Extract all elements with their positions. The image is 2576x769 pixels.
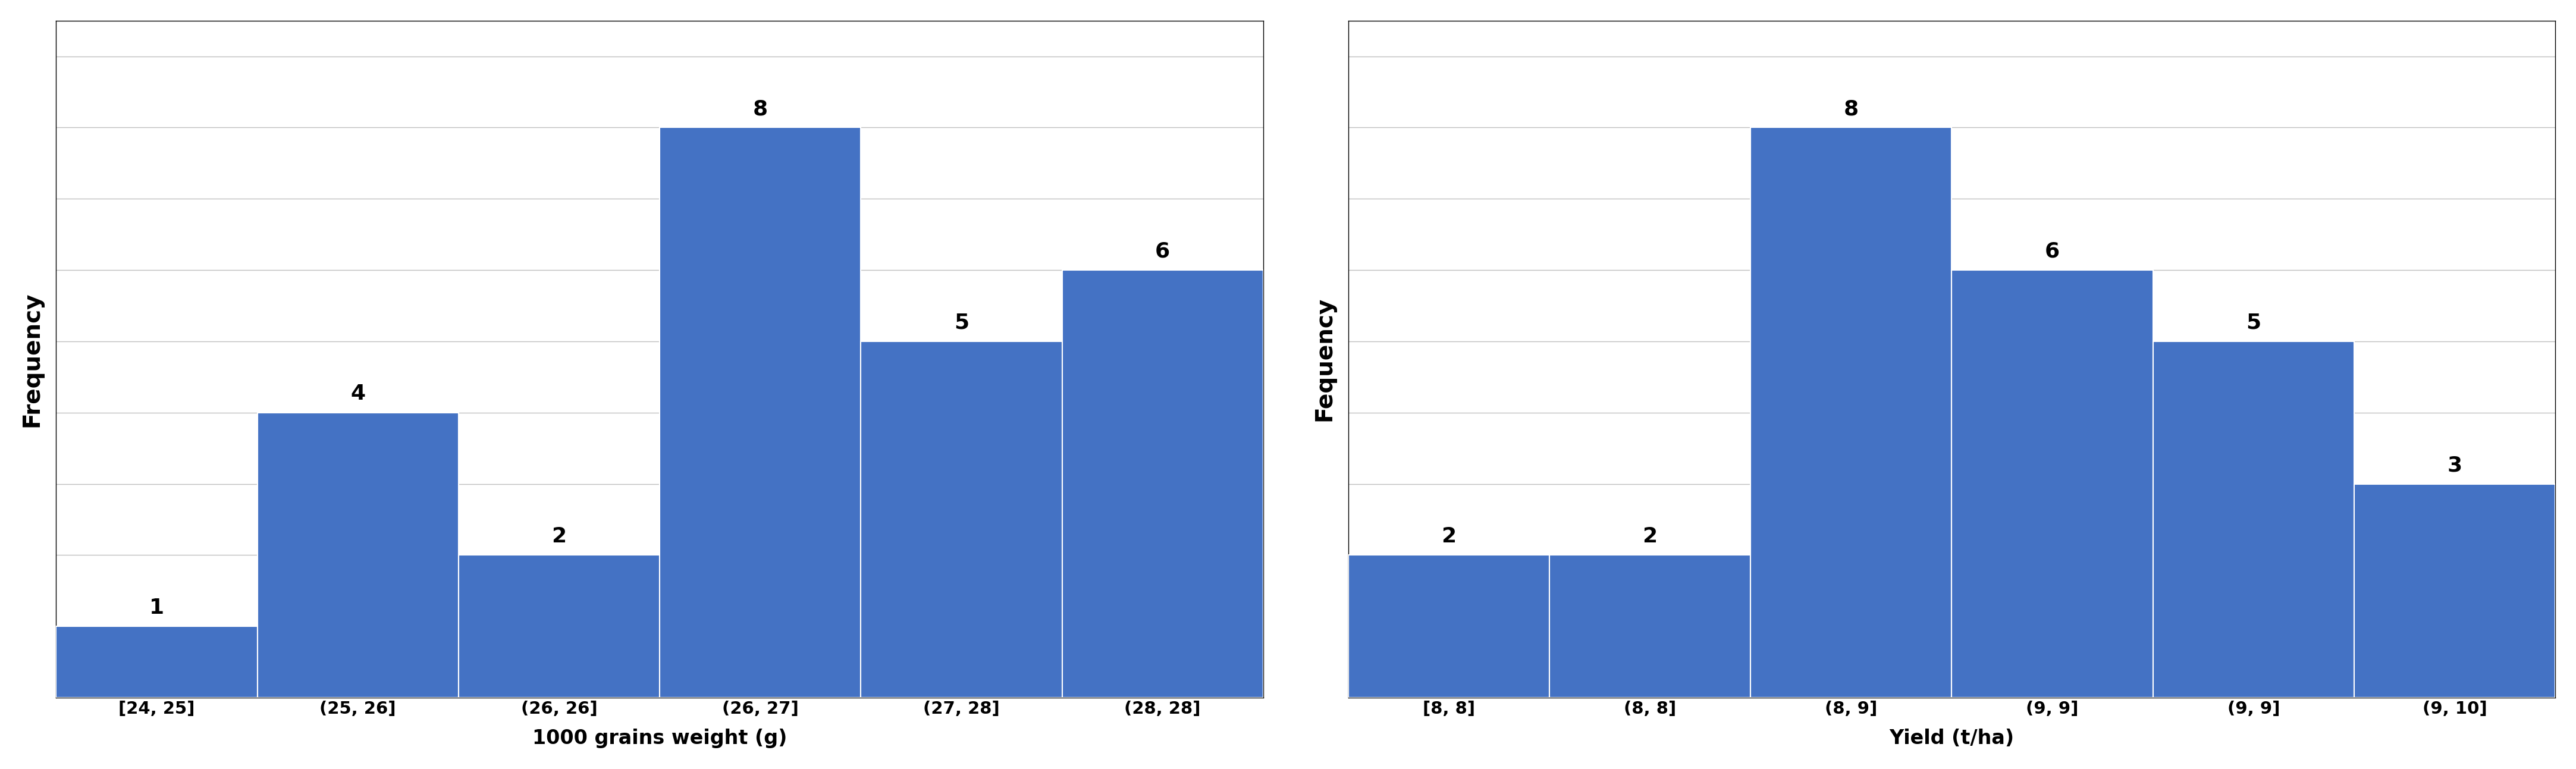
Bar [1548,555,1752,697]
Text: 4: 4 [350,384,366,404]
Bar [860,341,1061,697]
Bar [2354,484,2555,697]
Bar [1061,270,1262,697]
Text: 5: 5 [2246,312,2262,333]
Text: 6: 6 [1154,241,1170,261]
Bar [1752,128,1953,697]
Bar [659,128,860,697]
Text: 2: 2 [1643,526,1656,547]
Bar [57,627,258,697]
Bar [2154,341,2354,697]
Text: 2: 2 [1443,526,1455,547]
Text: 8: 8 [752,98,768,119]
Text: 3: 3 [2447,455,2463,475]
Bar [258,413,459,697]
Text: 8: 8 [1844,98,1860,119]
Bar [1953,270,2154,697]
Text: 5: 5 [953,312,969,333]
Bar [459,555,659,697]
Text: 2: 2 [551,526,567,547]
Y-axis label: Fequency: Fequency [1314,297,1334,421]
Bar [1347,555,1548,697]
Text: 1: 1 [149,598,165,618]
Text: 6: 6 [2045,241,2061,261]
X-axis label: Yield (t/ha): Yield (t/ha) [1888,729,2014,748]
Y-axis label: Frequency: Frequency [21,291,44,427]
X-axis label: 1000 grains weight (g): 1000 grains weight (g) [533,729,788,748]
